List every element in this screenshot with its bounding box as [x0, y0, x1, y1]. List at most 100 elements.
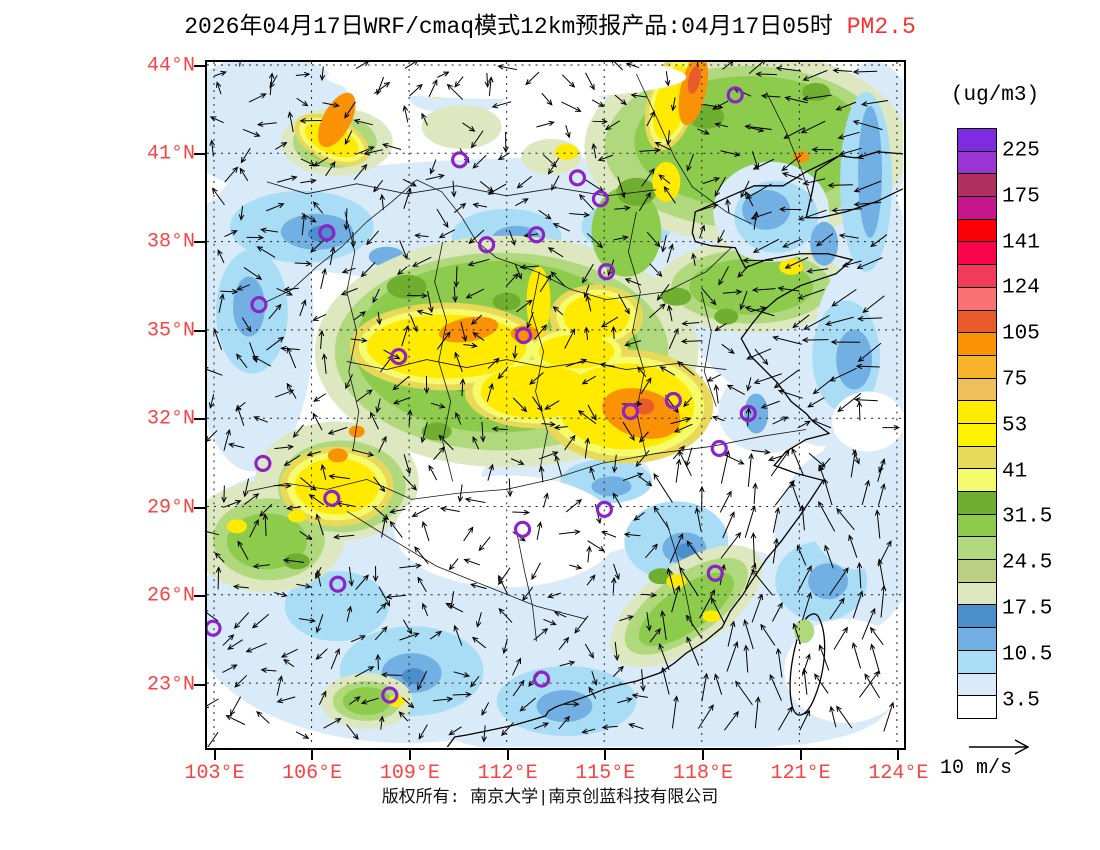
city-marker	[329, 575, 347, 593]
city-marker	[739, 404, 757, 423]
lon-tick-label: 109°E	[379, 762, 440, 785]
lon-tick-mark	[506, 750, 509, 760]
legend-color-box	[958, 219, 996, 243]
lon-tick-label: 124°E	[868, 762, 929, 785]
legend-value-label: 24.5	[1002, 551, 1053, 575]
legend-value-label: 75	[1002, 368, 1028, 392]
city-marker	[318, 224, 336, 242]
lon-tick-label: 106°E	[282, 762, 343, 785]
legend-color-box	[958, 492, 996, 515]
legend-color-box	[958, 174, 996, 198]
lat-tick-mark	[194, 152, 205, 155]
city-marker	[726, 86, 744, 104]
page-title: 2026年04月17日WRF/cmaq模式12km预报产品:04月17日05时 …	[0, 6, 1100, 40]
lon-tick-label: 103°E	[184, 762, 245, 785]
lon-tick-mark	[311, 750, 314, 760]
city-marker	[621, 402, 639, 421]
legend-value-label: 41	[1002, 460, 1028, 483]
graticule-grid	[207, 62, 903, 747]
wind-vector-arrows	[207, 62, 900, 747]
lat-tick-mark	[194, 64, 205, 67]
legend-value-label: 53	[1002, 414, 1028, 438]
legend-color-box	[958, 287, 996, 311]
legend-color-box	[958, 537, 996, 561]
legend-color-box	[958, 355, 996, 379]
lat-tick-mark	[194, 241, 205, 244]
legend-color-box	[958, 628, 996, 651]
legend-value-label: 3.5	[1002, 689, 1040, 712]
legend-color-box	[958, 582, 996, 606]
lat-tick-mark	[194, 595, 205, 598]
city-marker	[568, 169, 587, 187]
city-marker	[597, 263, 616, 281]
lat-tick-label: 44°N	[146, 54, 195, 77]
city-marker	[591, 190, 610, 208]
pm25-field-map	[207, 62, 903, 747]
legend-value-label: 10.5	[1002, 643, 1053, 667]
legend-color-box	[958, 560, 996, 583]
legend-color-box	[958, 673, 996, 697]
lon-tick-mark	[604, 750, 607, 760]
lon-tick-mark	[213, 750, 216, 760]
title-pollutant: PM2.5	[846, 14, 916, 40]
city-marker	[381, 686, 399, 704]
map-plot-area	[205, 60, 906, 750]
legend-value-label: 17.5	[1002, 597, 1053, 621]
city-marker	[390, 347, 408, 366]
lon-tick-mark	[408, 750, 411, 760]
legend-color-box	[958, 650, 996, 674]
legend-color-box	[958, 333, 996, 356]
wind-reference-label: 10 m/s	[939, 757, 1012, 780]
legend-color-box	[958, 401, 996, 424]
lat-tick-mark	[194, 683, 205, 686]
city-marker	[254, 454, 272, 473]
city-marker	[207, 619, 222, 637]
lat-tick-label: 23°N	[146, 673, 195, 696]
city-marker	[250, 296, 268, 314]
legend-color-box	[958, 446, 996, 470]
legend-color-box	[958, 696, 996, 718]
city-marker	[664, 391, 682, 410]
lat-tick-label: 32°N	[146, 407, 195, 431]
taiwan-green-spot	[794, 619, 815, 644]
lat-tick-mark	[194, 329, 205, 332]
city-marker	[706, 564, 724, 582]
legend-value-label: 105	[1002, 322, 1040, 346]
wind-reference-arrow	[969, 739, 1030, 755]
legend-color-box	[958, 197, 996, 220]
city-marker	[514, 327, 533, 345]
city-marker	[710, 439, 728, 458]
legend-color-box	[958, 242, 996, 266]
legend-color-box	[958, 310, 996, 334]
legend-value-label: 141	[1002, 231, 1040, 254]
lon-tick-label: 115°E	[575, 762, 636, 785]
lon-tick-label: 112°E	[477, 762, 538, 785]
lon-tick-mark	[702, 750, 704, 760]
lat-tick-label: 29°N	[146, 496, 195, 520]
legend-value-label: 124	[1002, 276, 1040, 300]
legend-color-box	[958, 378, 996, 402]
city-marker	[478, 236, 496, 254]
city-markers	[207, 86, 757, 704]
legend-value-label: 225	[1002, 139, 1040, 163]
lat-tick-label: 35°N	[146, 319, 195, 343]
legend-units-label: (ug/m3)	[950, 84, 1040, 107]
lon-tick-label: 121°E	[770, 762, 831, 785]
legend-color-box	[958, 423, 996, 447]
legend-color-box	[958, 265, 996, 288]
city-marker	[323, 489, 341, 507]
copyright-text: 版权所有: 南京大学|南京创蓝科技有限公司	[381, 789, 719, 808]
lat-tick-label: 41°N	[146, 142, 195, 166]
legend-color-box	[958, 469, 996, 492]
lon-tick-label: 118°E	[672, 762, 733, 785]
city-marker	[513, 520, 532, 538]
lat-tick-label: 38°N	[146, 230, 195, 254]
city-marker	[532, 670, 551, 688]
legend-value-label: 31.5	[1002, 505, 1053, 529]
lat-tick-mark	[194, 506, 205, 509]
lon-tick-mark	[799, 750, 802, 760]
city-marker	[451, 151, 469, 169]
city-marker	[527, 226, 546, 244]
legend-color-box	[958, 605, 996, 629]
